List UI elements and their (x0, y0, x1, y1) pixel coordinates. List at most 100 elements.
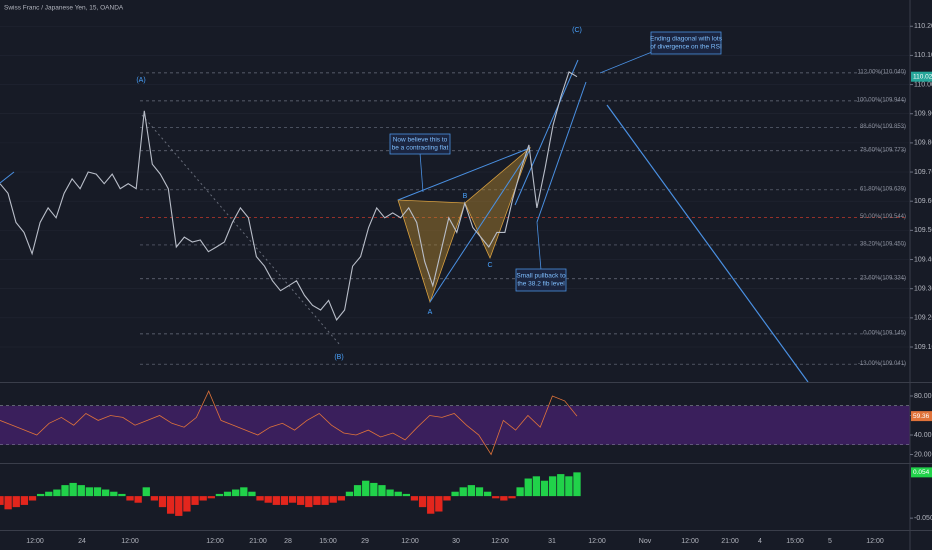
last-value-label: 59.36 (913, 413, 930, 420)
y-tick-label: 109.100 (914, 344, 932, 351)
histogram-bar (321, 496, 329, 505)
x-tick-label: 15:00 (319, 538, 337, 545)
wave-label: B (463, 193, 468, 200)
x-tick-label: 4 (758, 538, 762, 545)
histogram-bar (69, 482, 77, 497)
last-value-label: 0.054 (913, 469, 930, 476)
y-tick-label: 110.000 (914, 81, 932, 88)
histogram-bar (386, 489, 394, 497)
x-tick-label: 12:00 (206, 538, 224, 545)
y-tick-label: 109.400 (914, 256, 932, 263)
wave-label: (B) (334, 354, 343, 361)
y-tick-label: 110.200 (914, 23, 932, 30)
histogram-bar (500, 496, 508, 501)
histogram-bar (207, 496, 215, 499)
x-tick-label: 28 (284, 538, 292, 545)
histogram-bar (215, 493, 224, 497)
x-tick-label: 30 (452, 538, 460, 545)
histogram-bar (12, 496, 20, 508)
pattern-triangle (397, 199, 466, 304)
histogram-bar (443, 496, 451, 501)
y-tick-label: 109.200 (914, 315, 932, 322)
pane-backgrounds (0, 25, 910, 446)
histogram-bar (353, 485, 362, 497)
histogram-bar (345, 491, 354, 497)
x-tick-label: Nov (639, 538, 652, 545)
last-value-tag (911, 411, 932, 422)
callout-text: Small pullback to (516, 273, 566, 280)
histogram-bar (150, 496, 159, 501)
fib-label: -13.00%(109.041) (858, 361, 906, 367)
histogram-bar (118, 493, 126, 497)
callout-text: the 38.2 fib level (517, 281, 565, 288)
histogram-bar (410, 496, 419, 501)
histogram-bar (573, 472, 581, 497)
wave-label: (A) (136, 77, 145, 84)
last-value-tag (911, 71, 932, 82)
wave-label: C (487, 262, 492, 269)
fib-label: 23.60%(109.334) (860, 275, 906, 281)
histogram-bar (475, 487, 484, 497)
callout-box (650, 31, 722, 55)
histogram-bar (45, 491, 53, 497)
histogram-bar (492, 496, 500, 499)
histogram-bar (240, 487, 248, 497)
fib-label: 0.00%(109.145) (863, 330, 906, 336)
histogram-bar (0, 496, 4, 505)
x-tick-label: 15:00 (786, 538, 804, 545)
x-tick-label: 12:00 (26, 538, 44, 545)
histogram-bar (183, 496, 191, 512)
histogram-bar (134, 496, 142, 503)
histogram-bar (297, 496, 305, 505)
histogram-bar (167, 496, 175, 514)
histogram-bar (451, 491, 459, 497)
histogram-bar (565, 476, 573, 497)
trend-line (429, 149, 531, 303)
histogram-bar (232, 489, 240, 497)
histogram-bar (175, 496, 183, 516)
histogram-bar (20, 496, 29, 505)
histogram-bar (280, 496, 289, 505)
histogram-bar (142, 487, 150, 497)
callout-box (389, 133, 451, 155)
fib-label: 38.20%(109.450) (860, 242, 906, 248)
histogram-bar (378, 485, 386, 497)
x-tick-label: 29 (361, 538, 369, 545)
histogram-bar (36, 493, 45, 497)
pattern-drawings (0, 31, 809, 383)
y-tick-label: 109.300 (914, 286, 932, 293)
x-tick-label: 12:00 (491, 538, 509, 545)
histogram-bar (28, 496, 37, 501)
y-tick-label: 109.700 (914, 169, 932, 176)
histogram-bar (483, 491, 492, 497)
x-tick-label: 12:00 (588, 538, 606, 545)
wave-label: A (428, 309, 433, 316)
callout-box (515, 268, 567, 292)
callout-pointer (536, 221, 542, 271)
last-value-tag (911, 467, 932, 478)
y-tick-label: 109.500 (914, 227, 932, 234)
y-tick-label: 109.600 (914, 198, 932, 205)
histogram-bar (337, 496, 345, 501)
trend-line (0, 171, 15, 184)
histogram-bar (508, 496, 516, 499)
x-tick-label: 12:00 (121, 538, 139, 545)
diagonal-line (514, 59, 579, 206)
histogram-bar (459, 487, 467, 497)
histogram-bar (110, 491, 118, 497)
x-tick-label: 21:00 (249, 538, 267, 545)
fib-label: 61.80%(109.639) (860, 186, 906, 192)
y-tick-label: 80.00 (914, 393, 932, 400)
chart-title: Swiss Franc / Japanese Yen, 15, OANDA (4, 5, 124, 12)
rsi-band (0, 405, 910, 445)
y-tick-label: 20.00 (914, 451, 932, 458)
histogram-bar (540, 480, 549, 497)
x-tick-label: 31 (548, 538, 556, 545)
histogram-bar (427, 496, 435, 514)
histogram-bar (191, 496, 199, 505)
histogram-bar (548, 476, 557, 497)
y-tick-label: 109.800 (914, 140, 932, 147)
rsi-line (0, 390, 578, 456)
diagonal-line (536, 81, 587, 223)
